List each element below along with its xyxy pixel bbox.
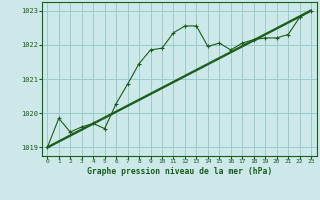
X-axis label: Graphe pression niveau de la mer (hPa): Graphe pression niveau de la mer (hPa) — [87, 167, 272, 176]
